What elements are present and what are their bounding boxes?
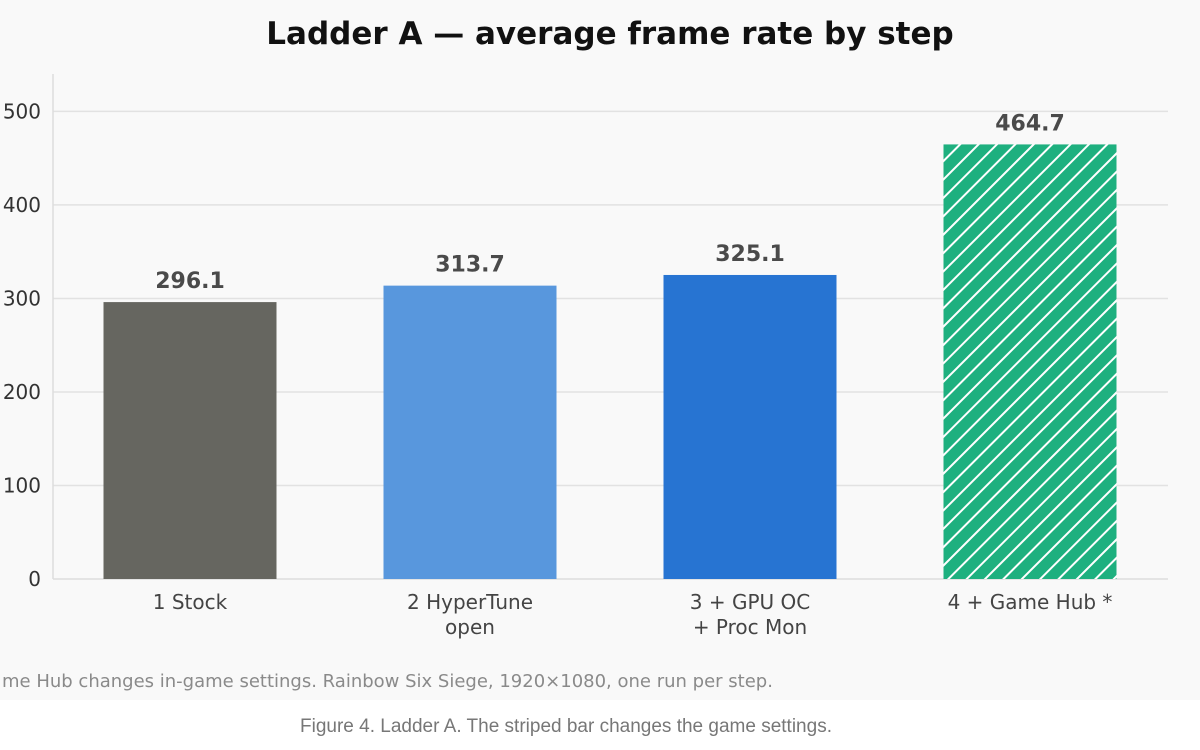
bar <box>663 274 837 579</box>
figure-caption: Figure 4. Ladder A. The striped bar chan… <box>300 716 832 737</box>
x-tick-label: 2 HyperTune open <box>407 590 533 639</box>
x-tick-label: 1 Stock <box>153 590 228 614</box>
chart-panel: Ladder A — average frame rate by step 0 1… <box>2 16 1168 692</box>
x-axis-labels: 1 Stock 2 HyperTune open 3 + GPU OC + Proc M… <box>153 590 1113 639</box>
x-tick-label: 3 + GPU OC + Proc Mon <box>690 590 810 639</box>
y-tick-label: 500 <box>3 99 41 123</box>
data-label: 325.1 <box>715 242 785 267</box>
chart-title: Ladder A — average frame rate by step <box>266 16 953 52</box>
bars <box>103 144 1117 580</box>
data-labels: 296.1 313.7 325.1 464.7 <box>155 111 1065 294</box>
data-label: 313.7 <box>435 253 505 278</box>
y-tick-label: 400 <box>3 193 41 217</box>
bar <box>103 302 277 579</box>
bar-chart: Ladder A — average frame rate by step 0 1… <box>2 16 1168 692</box>
bar <box>943 144 1117 580</box>
bar <box>383 285 557 579</box>
y-tick-label: 300 <box>3 286 41 310</box>
chart-footnote: me Hub changes in-game settings. Rainbow… <box>2 671 773 692</box>
data-label: 464.7 <box>995 111 1065 136</box>
x-tick-label: 4 + Game Hub * <box>948 590 1113 614</box>
y-tick-label: 100 <box>3 473 41 497</box>
y-tick-label: 200 <box>3 380 41 404</box>
y-tick-label: 0 <box>28 567 41 591</box>
data-label: 296.1 <box>155 269 225 294</box>
